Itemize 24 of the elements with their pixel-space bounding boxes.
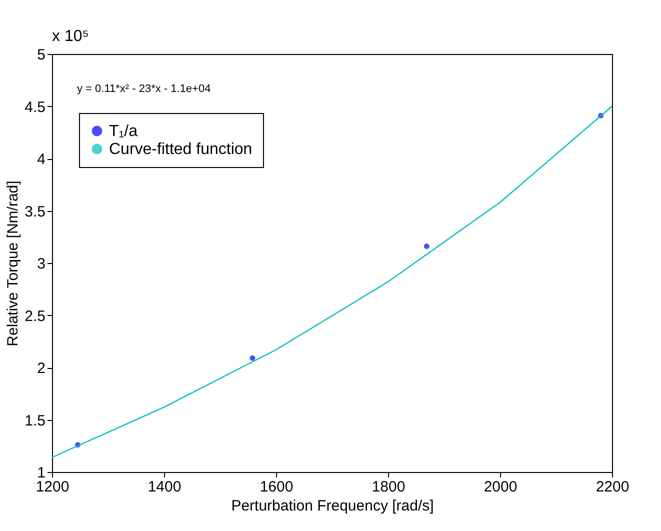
y-tick-label: 5 <box>37 46 46 64</box>
x-axis-title: Perturbation Frequency [rad/s] <box>231 498 434 514</box>
x-tick-label: 1800 <box>372 478 406 496</box>
x-tick-label: 1600 <box>260 478 294 496</box>
y-tick-label: 2.5 <box>24 308 46 325</box>
y-tick-label: 3.5 <box>24 203 46 220</box>
x-tick-label: 2200 <box>596 478 630 496</box>
y-tick-label: 4.5 <box>24 98 46 116</box>
legend-label: T₁/a <box>109 123 138 140</box>
y-tick-label: 3 <box>37 256 46 272</box>
line-series <box>51 106 613 458</box>
y-axis-title: Relative Torque [Nm/rad] <box>4 180 22 346</box>
point <box>250 355 256 361</box>
x-tick-label: 2000 <box>484 478 518 496</box>
y-tick-label: 4 <box>37 151 46 168</box>
text: x 10⁵ <box>52 28 89 45</box>
legend-label: Curve-fitted function <box>109 141 252 158</box>
x-tick-label: 1400 <box>148 478 182 496</box>
x-tick-label: 1200 <box>36 478 70 496</box>
point <box>424 244 430 250</box>
y-tick-label: 2 <box>37 360 46 377</box>
annotation: y = 0.11*x² - 23*x - 1.1e+04 <box>77 83 211 95</box>
y-tick-label: 1 <box>37 464 46 482</box>
y-tick-label: 1.5 <box>24 412 46 430</box>
